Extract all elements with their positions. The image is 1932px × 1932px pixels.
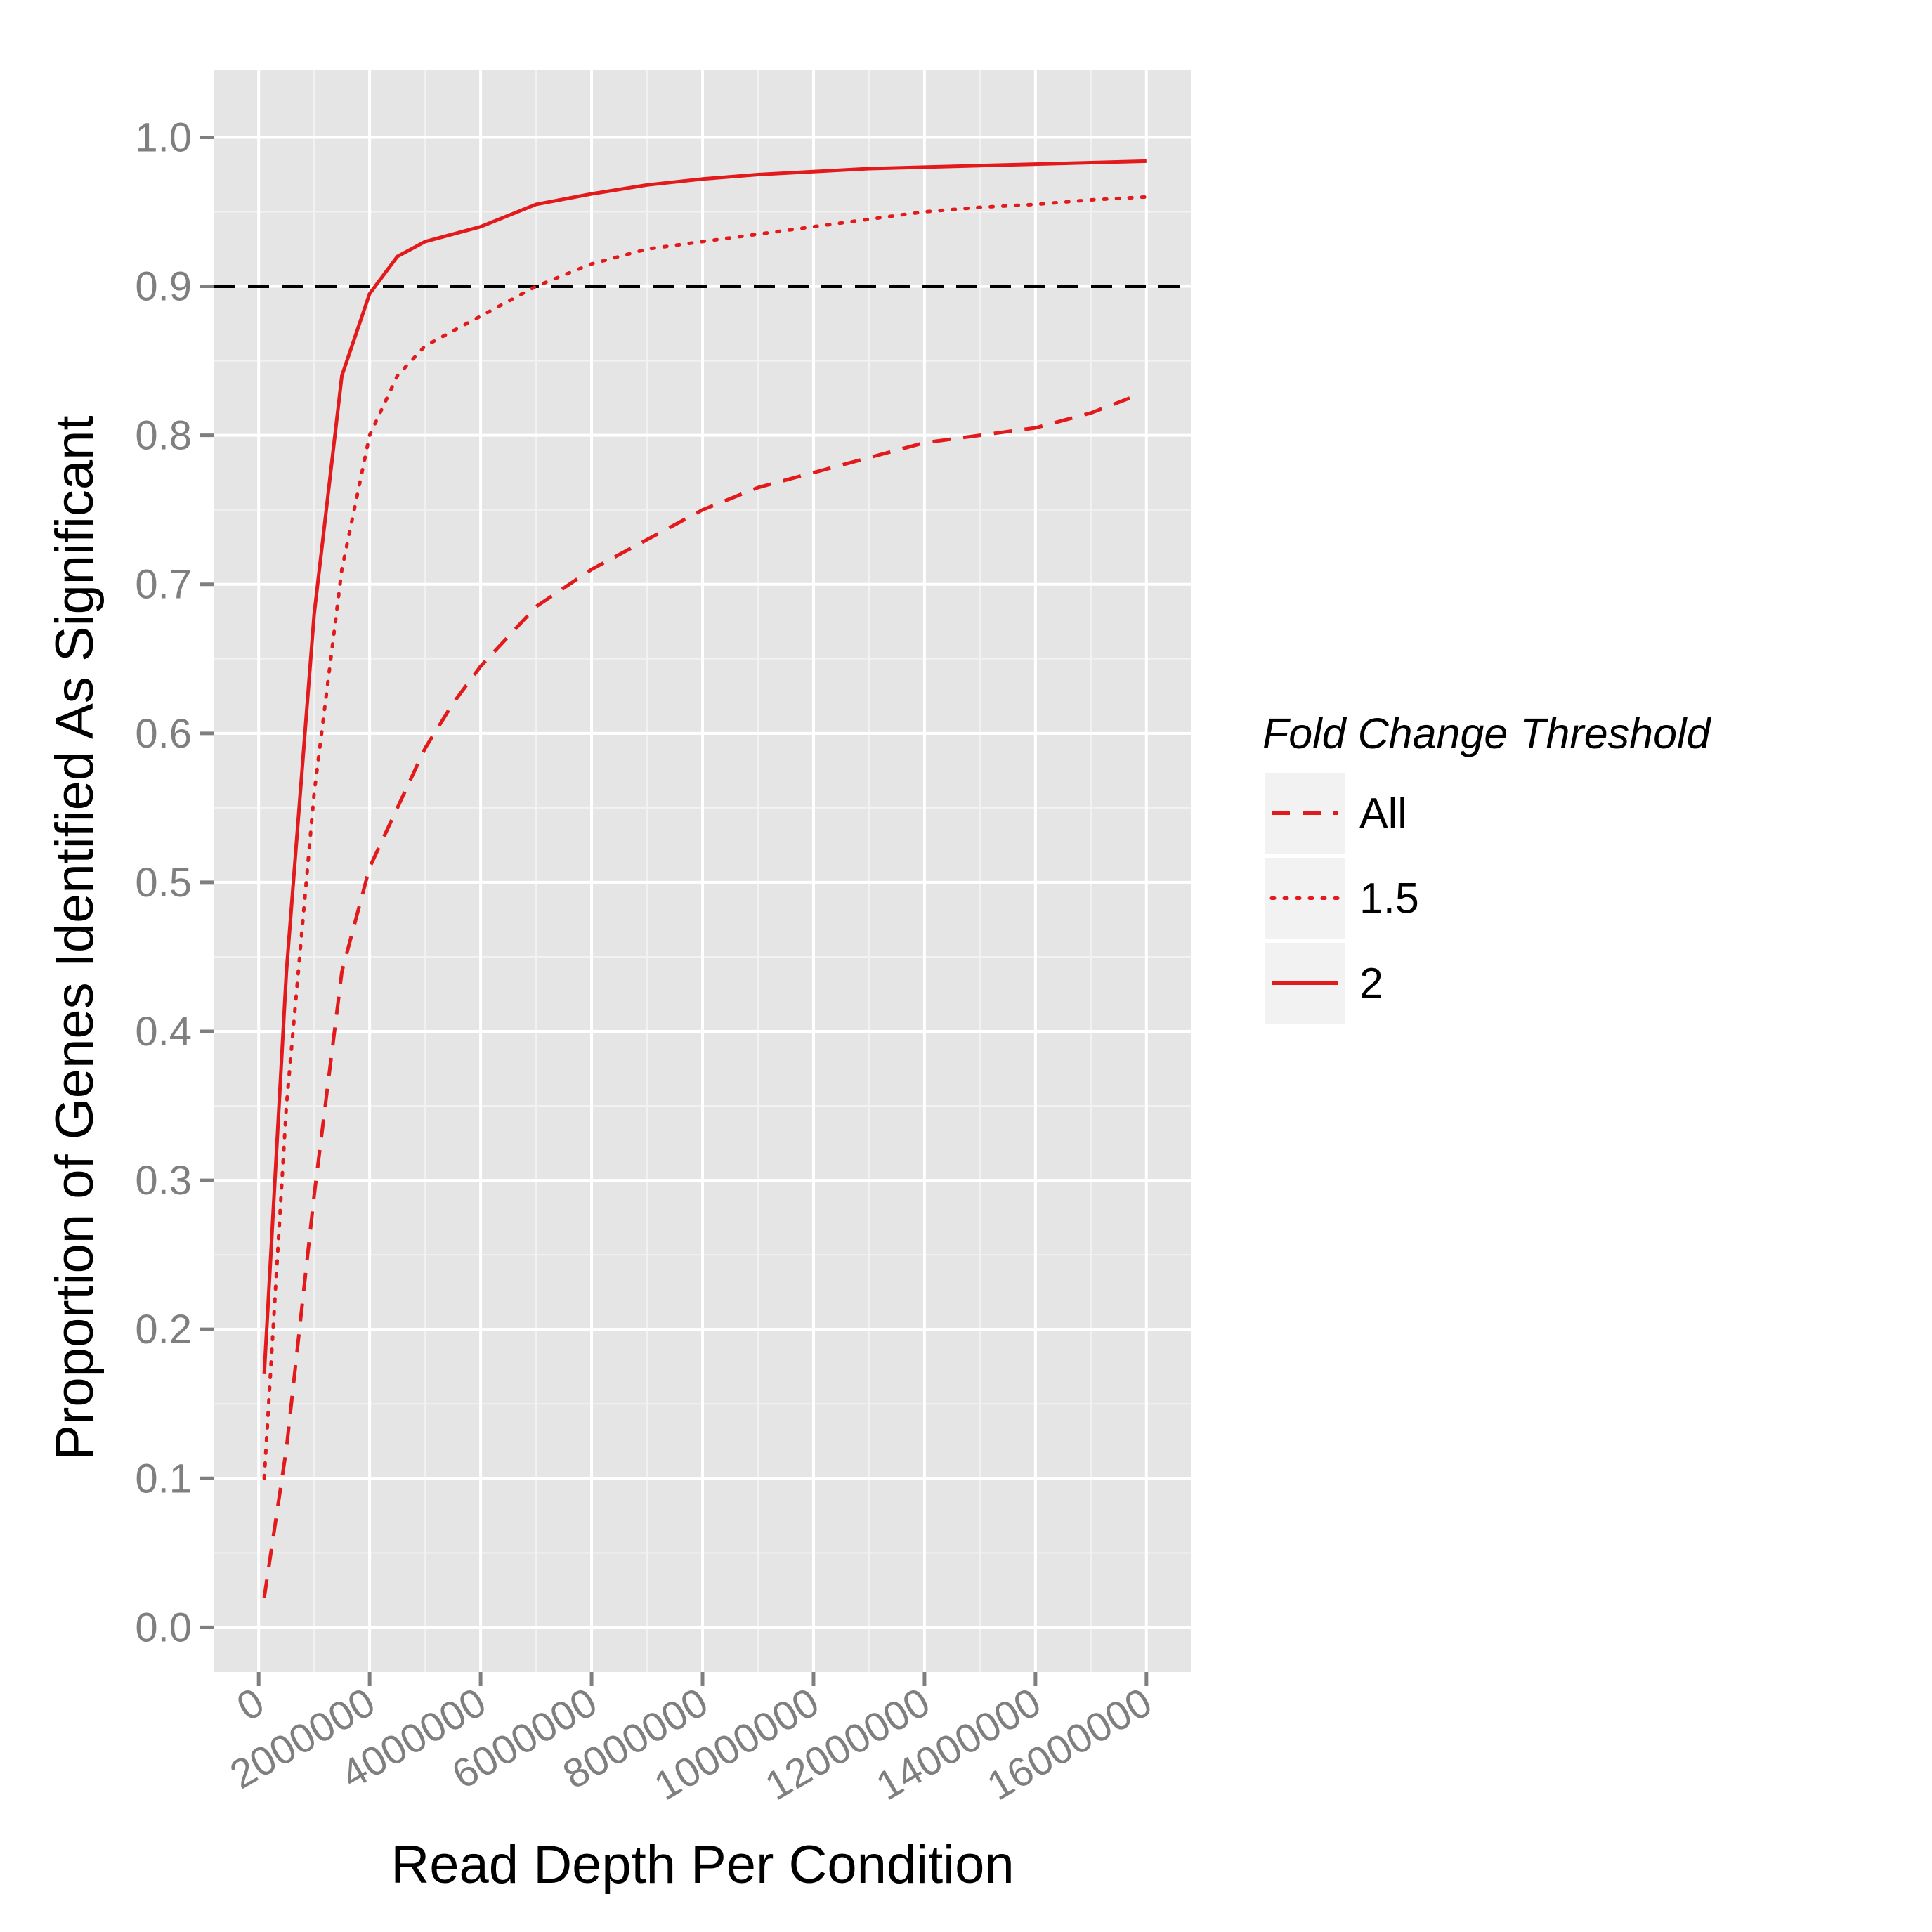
series-line-all: [262, 396, 1130, 1598]
y-tick-label: 0.7: [135, 562, 192, 608]
legend-label: All: [1359, 790, 1407, 837]
major-gridlines: [214, 70, 1191, 1672]
legend-label: 1.5: [1359, 875, 1419, 922]
legend-key-background: [1265, 858, 1345, 939]
y-axis-tick-labels: 0.0 0.1 0.2 0.3 0.4 0.5 0.6 0.7 0.8 0.9 1.0: [135, 115, 192, 1650]
y-tick-label: 0.9: [135, 264, 192, 310]
y-axis-title: Proportion of Genes Identified As Signif…: [45, 415, 105, 1460]
y-tick-label: 0.5: [135, 860, 192, 906]
y-tick-label: 0.0: [135, 1605, 192, 1650]
y-tick-label: 0.2: [135, 1307, 192, 1352]
legend-items: All 1.5 2: [1265, 773, 1419, 1024]
y-tick-label: 0.1: [135, 1456, 192, 1501]
x-axis-title: Read Depth Per Condition: [391, 1835, 1014, 1895]
y-tick-label: 0.3: [135, 1158, 192, 1203]
y-tick-label: 0.8: [135, 413, 192, 459]
series-lines: [262, 159, 1149, 1598]
series-line-1-5: [262, 195, 1149, 1480]
y-tick-label: 1.0: [135, 115, 192, 160]
series-line-2: [262, 159, 1147, 1374]
x-tick-label: 0: [229, 1679, 271, 1730]
y-tick-label: 0.4: [135, 1009, 192, 1055]
legend-label: 2: [1359, 960, 1383, 1007]
legend-title: Fold Change Threshold: [1262, 710, 1712, 757]
y-tick-label: 0.6: [135, 711, 192, 757]
x-axis-tick-labels: 0200000040000006000000800000010000000120…: [223, 1679, 1160, 1809]
x-axis-ticks: [256, 1672, 1149, 1686]
legend: Fold Change Threshold All 1.5 2: [1262, 710, 1712, 1024]
y-axis-ticks: [200, 135, 214, 1629]
